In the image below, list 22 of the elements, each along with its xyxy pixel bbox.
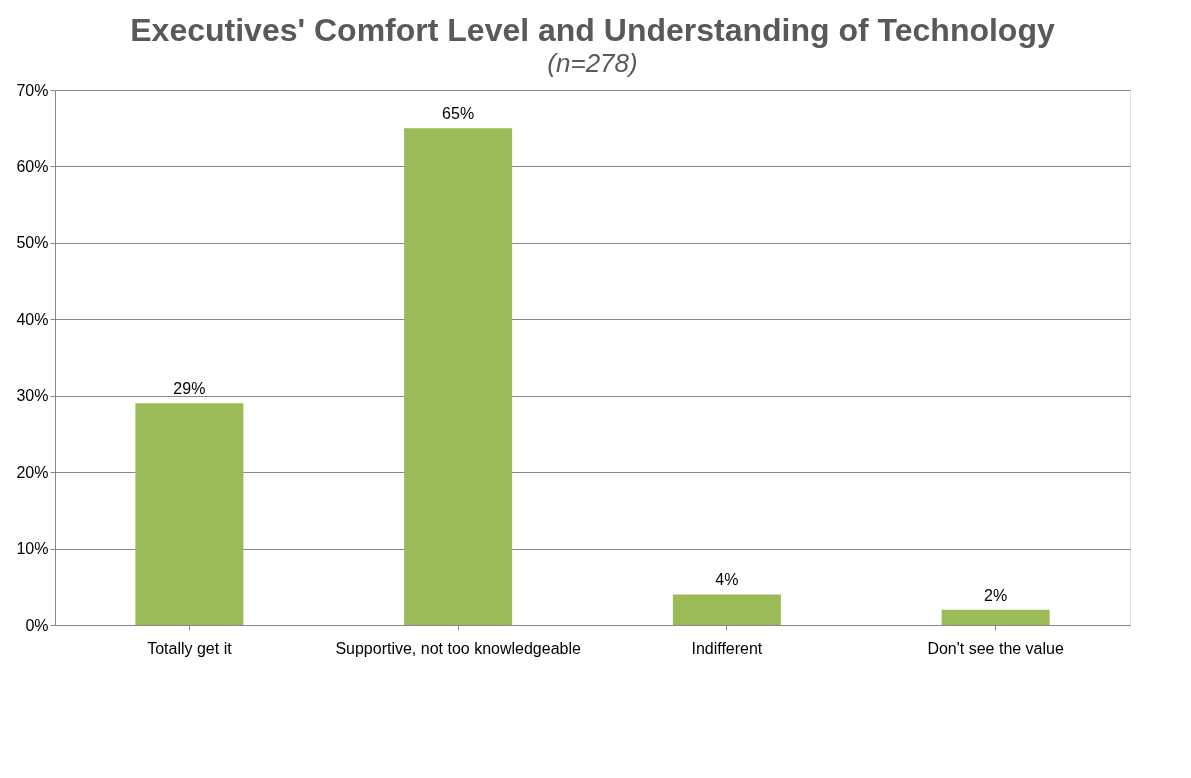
x-tick-label: Indifferent [691, 639, 763, 657]
y-tick-label: 30% [16, 387, 49, 405]
x-tick-label: Don't see the value [927, 639, 1064, 657]
data-label: 65% [442, 105, 475, 123]
x-tick-label: Supportive, not too knowledgeable [335, 639, 581, 657]
data-label: 4% [715, 571, 739, 589]
bar [941, 609, 1050, 625]
data-label: 29% [173, 380, 206, 398]
data-label: 2% [984, 586, 1008, 604]
chart-title: Executives' Comfort Level and Understanding of Technology [130, 12, 1055, 48]
y-tick-label: 40% [16, 310, 49, 328]
bar [672, 594, 781, 625]
y-tick-label: 0% [25, 616, 49, 634]
chart-subtitle: (n=278) [547, 48, 638, 78]
y-tick-label: 50% [16, 234, 49, 252]
bar [135, 403, 244, 625]
y-tick-label: 10% [16, 540, 49, 558]
y-tick-label: 70% [16, 81, 49, 99]
bar [404, 128, 513, 625]
x-tick-label: Totally get it [147, 639, 233, 657]
y-tick-label: 20% [16, 463, 49, 481]
y-tick-label: 60% [16, 157, 49, 175]
